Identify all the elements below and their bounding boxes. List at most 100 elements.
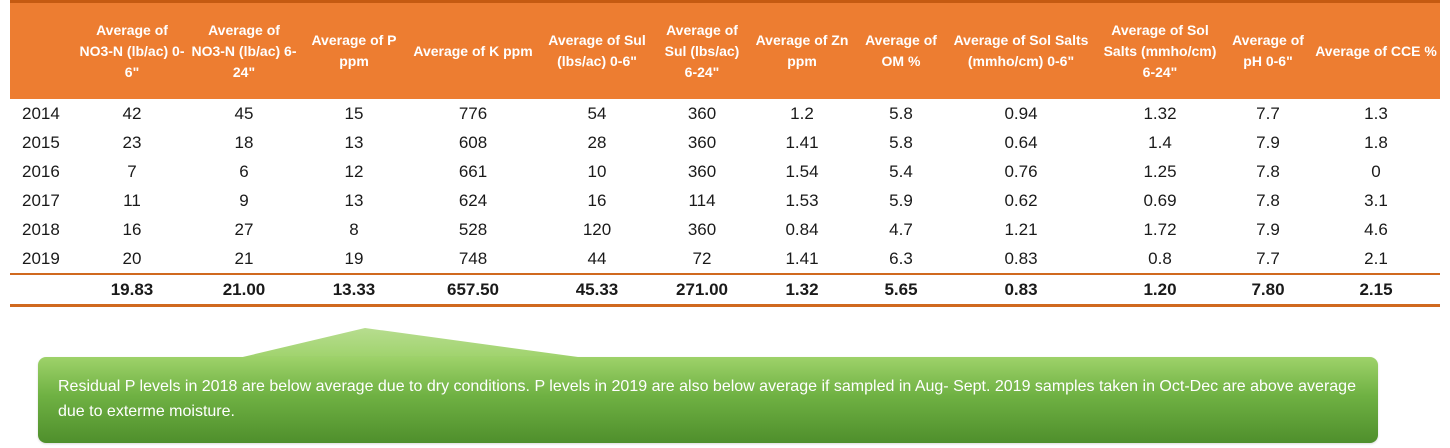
table-cell: 21 (234, 248, 254, 268)
total-cell: 1.20 (1096, 273, 1224, 307)
table-cell: 120 (582, 219, 612, 239)
column-header: Average of NO3-N (lb/ac) 6-24" (191, 21, 297, 80)
column-header: Average of Zn ppm (755, 32, 849, 69)
table-cell: 13 (344, 190, 364, 210)
table-cell: 9 (239, 190, 249, 210)
table-cell: 5.8 (889, 132, 913, 152)
table-cell: 4.6 (1364, 219, 1388, 239)
table-cell: 27 (234, 219, 254, 239)
total-cell: 271.00 (656, 273, 748, 307)
table-cell: 10 (587, 161, 607, 181)
total-cell: 13.33 (300, 273, 408, 307)
column-header: Average of CCE % (1315, 42, 1437, 59)
table-cell: 1.53 (785, 190, 819, 210)
table-cell: 1.41 (785, 248, 819, 268)
table-cell: 1.41 (785, 132, 819, 152)
table-cell: 1.32 (1143, 103, 1177, 123)
table-cell: 11 (123, 190, 141, 210)
table-cell: 1.4 (1148, 132, 1172, 152)
table-cell: 6 (239, 161, 249, 181)
table-cell: 7.7 (1256, 248, 1280, 268)
header-top-rule (10, 0, 1440, 3)
table-cell: 360 (687, 132, 717, 152)
table-cell: 1.54 (785, 161, 819, 181)
year-cell: 2017 (22, 190, 60, 210)
table-cell: 114 (688, 190, 716, 210)
column-header: Average of Sol Salts (mmho/cm) 6-24" (1103, 21, 1217, 80)
table-cell: 1.2 (790, 103, 814, 123)
table-cell: 1.3 (1364, 103, 1388, 123)
table-cell: 23 (122, 132, 142, 152)
table-cell: 16 (587, 190, 607, 210)
header-row: Average of NO3-N (lb/ac) 0-6" Average of … (10, 3, 1440, 99)
table-cell: 5.9 (889, 190, 913, 210)
total-cell: 21.00 (188, 273, 300, 307)
table-cell: 3.1 (1364, 190, 1388, 210)
total-cell: 2.15 (1312, 273, 1440, 307)
table-cell: 42 (122, 103, 142, 123)
table-row: 2019 20 21 19 748 44 72 1.41 6.3 0.83 0.8 7.7 2.1 (10, 244, 1440, 274)
total-cell: 5.65 (856, 273, 946, 307)
year-cell: 2014 (22, 103, 60, 123)
table-cell: 624 (458, 190, 488, 210)
table-cell: 0.69 (1143, 190, 1177, 210)
column-header: Average of K ppm (413, 42, 533, 59)
total-cell: 0.83 (946, 273, 1096, 307)
total-cell: 45.33 (538, 273, 656, 307)
table-row: 2017 11 9 13 624 16 114 1.53 5.9 0.62 0.69 7.8 3.1 (10, 186, 1440, 215)
table-row: 2015 23 18 13 608 28 360 1.41 5.8 0.64 1.4 7.9 1.8 (10, 128, 1440, 157)
total-cell: 7.80 (1224, 273, 1312, 307)
header-year-cell (10, 3, 76, 99)
table-cell: 0.94 (1004, 103, 1038, 123)
table-cell: 1.25 (1143, 161, 1177, 181)
table-cell: 54 (587, 103, 607, 123)
table-cell: 44 (587, 248, 607, 268)
callout-text: Residual P levels in 2018 are below aver… (58, 378, 1356, 420)
column-header: Average of OM % (865, 32, 937, 69)
table-cell: 72 (692, 248, 712, 268)
table-cell: 1.21 (1004, 219, 1038, 239)
year-cell: 2015 (22, 132, 60, 152)
table-cell: 1.72 (1143, 219, 1177, 239)
table-cell: 360 (687, 161, 717, 181)
table-cell: 7.8 (1256, 161, 1280, 181)
table-cell: 0.8 (1148, 248, 1172, 268)
table-cell: 0.64 (1004, 132, 1038, 152)
table-cell: 4.7 (889, 219, 913, 239)
total-cell: 657.50 (408, 273, 538, 307)
table-cell: 7.8 (1256, 190, 1280, 210)
table-cell: 13 (344, 132, 364, 152)
totals-row: 19.83 21.00 13.33 657.50 45.33 271.00 1.32 5.65… (10, 273, 1440, 307)
table-row: 2018 16 27 8 528 120 360 0.84 4.7 1.21 1.72 7.9 4.6 (10, 215, 1440, 244)
table-cell: 748 (458, 248, 488, 268)
total-cell (10, 273, 76, 307)
table-cell: 18 (234, 132, 254, 152)
column-header: Average of pH 0-6" (1232, 32, 1304, 69)
table-cell: 6.3 (889, 248, 913, 268)
column-header: Average of Sul (lbs/ac) 6-24" (664, 21, 740, 80)
column-header: Average of P ppm (311, 32, 397, 69)
total-cell: 1.32 (748, 273, 856, 307)
table-cell: 0.83 (1004, 248, 1038, 268)
column-header: Average of NO3-N (lb/ac) 0-6" (79, 21, 185, 80)
table-cell: 360 (687, 103, 717, 123)
year-cell: 2019 (22, 248, 60, 268)
soil-test-averages-table: Average of NO3-N (lb/ac) 0-6" Average of … (10, 0, 1440, 307)
soil-test-table-container: Average of NO3-N (lb/ac) 0-6" Average of … (10, 0, 1440, 307)
table-cell: 12 (344, 161, 364, 181)
table-cell: 7.9 (1256, 219, 1280, 239)
table-cell: 528 (458, 219, 488, 239)
table-row: 2016 7 6 12 661 10 360 1.54 5.4 0.76 1.25 7.8 0 (10, 157, 1440, 186)
table-cell: 7 (127, 161, 137, 181)
table-cell: 360 (687, 219, 717, 239)
total-cell: 19.83 (76, 273, 188, 307)
table-cell: 0.62 (1004, 190, 1038, 210)
table-cell: 16 (122, 219, 142, 239)
table-row: 2014 42 45 15 776 54 360 1.2 5.8 0.94 1.32 7.7 1.3 (10, 99, 1440, 128)
year-cell: 2018 (22, 219, 60, 239)
table-cell: 0.76 (1004, 161, 1038, 181)
table-cell: 0.84 (785, 219, 819, 239)
table-cell: 0 (1371, 161, 1381, 181)
table-cell: 20 (122, 248, 142, 268)
table-cell: 5.8 (889, 103, 913, 123)
